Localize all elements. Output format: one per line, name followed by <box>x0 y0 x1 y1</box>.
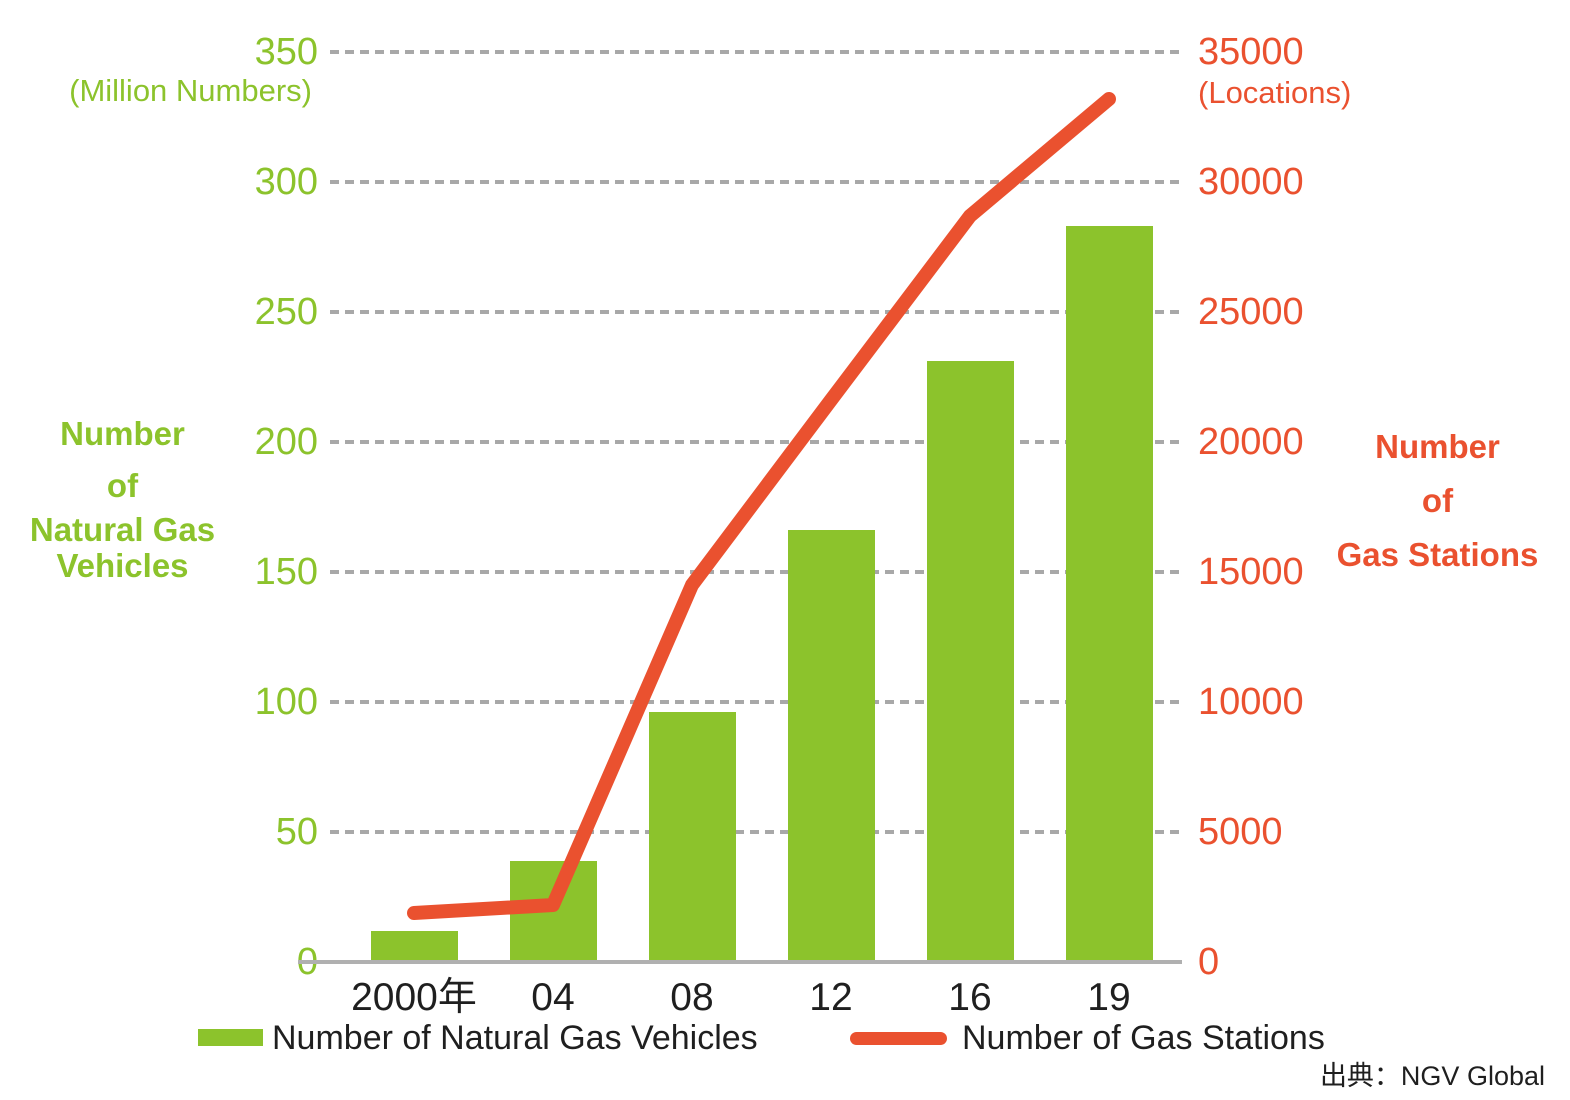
right-axis-tick: 0 <box>1198 941 1220 983</box>
bar-natural-gas-vehicles <box>371 931 458 962</box>
right-axis-title-line: Gas Stations <box>1336 536 1539 573</box>
right-axis-tick: 5000 <box>1198 811 1283 853</box>
x-axis-line <box>298 960 1182 964</box>
bar-natural-gas-vehicles <box>649 712 736 962</box>
x-axis-label: 16 <box>948 976 992 1019</box>
right-axis-tick: 35000 <box>1198 31 1304 73</box>
right-axis-tick: 25000 <box>1198 291 1304 333</box>
gridline <box>330 700 1180 704</box>
right-axis-tick: 30000 <box>1198 161 1304 203</box>
gridline <box>330 50 1180 54</box>
right-axis-unit-label: (Locations) <box>1198 75 1352 110</box>
right-axis-title-line: Number <box>1375 428 1500 465</box>
x-axis-label: 04 <box>531 976 575 1019</box>
left-axis-unit-label: (Million Numbers) <box>69 73 312 108</box>
legend-bar-label: Number of Natural Gas Vehicles <box>272 1019 758 1057</box>
x-axis-label: 19 <box>1087 976 1131 1019</box>
right-axis-tick: 15000 <box>1198 551 1304 593</box>
x-axis-label: 08 <box>670 976 714 1019</box>
left-axis-title-line: of <box>106 467 139 504</box>
left-axis-tick: 300 <box>254 161 318 203</box>
right-axis-tick: 20000 <box>1198 421 1304 463</box>
x-axis-label: 12 <box>809 976 853 1019</box>
left-axis-title-line: Number <box>60 415 185 452</box>
left-axis-tick: 250 <box>254 291 318 333</box>
left-axis-tick: 150 <box>254 551 318 593</box>
bar-natural-gas-vehicles <box>510 861 597 962</box>
source-credit: 出典：NGV Global <box>1319 1061 1545 1091</box>
left-axis-tick: 350 <box>254 31 318 73</box>
right-axis-tick: 10000 <box>1198 681 1304 723</box>
left-axis-title-line: Natural Gas Vehicles <box>29 511 216 584</box>
gridline <box>330 440 1180 444</box>
left-axis-title: Number of Natural Gas Vehicles <box>15 408 230 584</box>
gridline <box>330 310 1180 314</box>
legend: Number of Natural Gas Vehicles Number of… <box>0 1018 1570 1068</box>
bar-natural-gas-vehicles <box>788 530 875 962</box>
gridline <box>330 570 1180 574</box>
right-axis-title-line: of <box>1421 482 1454 519</box>
gas-stations-line <box>407 92 1116 920</box>
left-axis-tick: 100 <box>254 681 318 723</box>
gridline <box>330 180 1180 184</box>
gridline <box>330 830 1180 834</box>
x-axis-label: 2000年 <box>351 976 477 1019</box>
legend-bar-swatch <box>198 1029 263 1046</box>
left-axis-tick: 200 <box>254 421 318 463</box>
bar-natural-gas-vehicles <box>927 361 1014 962</box>
left-axis-tick: 50 <box>275 811 318 853</box>
right-axis-title: Number of Gas Stations <box>1325 420 1550 582</box>
bar-natural-gas-vehicles <box>1066 226 1153 962</box>
legend-line-swatch <box>850 1032 947 1045</box>
legend-line-label: Number of Gas Stations <box>962 1019 1325 1057</box>
